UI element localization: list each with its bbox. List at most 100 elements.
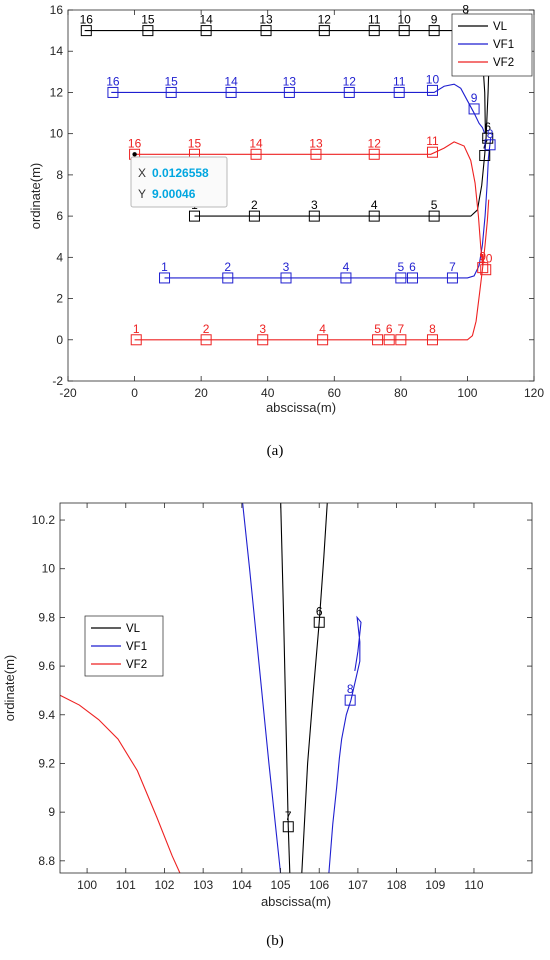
marker-label-VF1: 5	[398, 260, 405, 274]
datatip-a[interactable]: X 0.0126558 Y 9.00046	[130, 156, 228, 208]
marker-VF1	[407, 272, 419, 284]
datatip-box	[130, 156, 228, 208]
y-tick-label: 9.8	[38, 610, 55, 624]
y-tick-label: 8.8	[38, 854, 55, 868]
x-axis-label-a: abscissa(m)	[266, 400, 336, 415]
marker-label-VF1: 8	[347, 682, 354, 696]
marker-VF2	[477, 262, 489, 274]
marker-label-VF2: 5	[374, 322, 381, 336]
marker-label-VF1: 11	[393, 74, 406, 88]
marker-VL	[200, 25, 212, 37]
x-tick-label: 102	[154, 878, 174, 892]
y-tick-label: 9	[48, 805, 55, 819]
marker-label-VF1: 16	[106, 74, 120, 88]
marker-label-VF1: 1	[161, 260, 168, 274]
legend-label-VF2: VF2	[126, 659, 147, 671]
y-tick-label: 9.4	[38, 708, 55, 722]
marker-VL	[428, 25, 440, 37]
marker-VF1	[340, 272, 352, 284]
marker-label-VF1: 8	[487, 127, 494, 141]
marker-label-VF1: 15	[165, 74, 179, 88]
x-tick-label: 80	[394, 386, 408, 400]
marker-label-VL: 14	[199, 13, 213, 27]
y-tick-label: 10	[50, 127, 64, 141]
marker-label-VL: 2	[251, 198, 258, 212]
series-lines-a	[84, 18, 492, 341]
marker-VL	[142, 25, 154, 37]
marker-VL	[313, 616, 325, 628]
marker-label-VF2: 7	[398, 322, 405, 336]
series-line-VL	[280, 503, 291, 873]
marker-VF2	[317, 334, 329, 346]
series-lines-b	[60, 503, 362, 873]
marker-VL	[428, 210, 440, 222]
marker-VF1	[446, 272, 458, 284]
marker-label-VL: 10	[398, 13, 412, 27]
series-line-VF2	[60, 694, 181, 873]
y-tick-label: -2	[52, 374, 63, 388]
x-axis-label-b: abscissa(m)	[261, 894, 331, 909]
x-tick-label: 108	[387, 878, 407, 892]
axes-frame-b	[59, 502, 533, 874]
marker-label-VF2: 16	[128, 136, 142, 150]
y-tick-label: 12	[50, 85, 64, 99]
marker-label-VL: 15	[141, 13, 155, 27]
marker-label-VL: 13	[259, 13, 273, 27]
axes-box	[67, 9, 535, 382]
x-tick-label: 60	[328, 386, 342, 400]
axes-frame-a	[67, 9, 535, 382]
marker-label-VL: 5	[431, 198, 438, 212]
series-line-VF1	[111, 83, 486, 134]
marker-VF2	[372, 334, 384, 346]
legend-label-VF1: VF1	[126, 641, 147, 653]
marker-VF2	[426, 334, 438, 346]
x-tick-label: 109	[425, 878, 445, 892]
legend-label-VF2: VF2	[493, 57, 514, 69]
marker-label-VL: 11	[368, 13, 381, 27]
datatip-y-value: 9.00046	[152, 187, 196, 201]
marker-VL	[80, 25, 92, 37]
datatip-point[interactable]	[132, 152, 137, 157]
marker-label-VF1: 3	[283, 260, 290, 274]
caption-b: (b)	[266, 933, 284, 949]
datatip-x-key: X	[138, 166, 146, 180]
y-tick-label: 10	[42, 562, 56, 576]
y-axis-label-b: ordinate(m)	[2, 655, 17, 721]
marker-label-VF1: 7	[449, 260, 456, 274]
marker-label-VF1: 10	[426, 72, 440, 86]
marker-VF2	[383, 334, 395, 346]
legend-a: VL VF1 VF2	[451, 13, 533, 77]
y-tick-label: 10.2	[32, 513, 56, 527]
marker-VF2	[395, 334, 407, 346]
marker-label-VF2: 4	[319, 322, 326, 336]
marker-label-VF1: 12	[343, 74, 357, 88]
y-tick-label: 4	[56, 250, 63, 264]
x-tick-label: 20	[194, 386, 208, 400]
marker-VL	[368, 25, 380, 37]
marker-label-VF2: 8	[429, 322, 436, 336]
series-line-VF1	[242, 503, 282, 873]
marker-VL	[318, 25, 330, 37]
marker-VF2	[200, 334, 212, 346]
legend-label-VL: VL	[126, 623, 141, 635]
chart-panel-a: 1615141312111098761234516151413121110981…	[28, 2, 544, 459]
marker-label-VL: 9	[431, 13, 438, 27]
x-tick-label: 100	[457, 386, 477, 400]
legend-box	[451, 13, 533, 77]
y-tick-label: 16	[50, 3, 64, 17]
marker-VF2	[310, 148, 322, 160]
marker-VL	[282, 821, 294, 833]
y-tick-label: 2	[56, 292, 63, 306]
marker-label-VF2: 15	[188, 136, 202, 150]
marker-label-VL: 7	[285, 809, 292, 823]
chart-panel-b: 768 100 101 102 103 104 105 106 107 108 109 1108.8…	[2, 502, 533, 949]
marker-VF1	[165, 86, 177, 98]
marker-VF1	[225, 86, 237, 98]
marker-VF1	[484, 139, 496, 151]
marker-VF1	[393, 86, 405, 98]
marker-VF2	[250, 148, 262, 160]
x-tick-label: 101	[116, 878, 136, 892]
series-markers-a: 1615141312111098761234516151413121110981…	[80, 2, 496, 346]
